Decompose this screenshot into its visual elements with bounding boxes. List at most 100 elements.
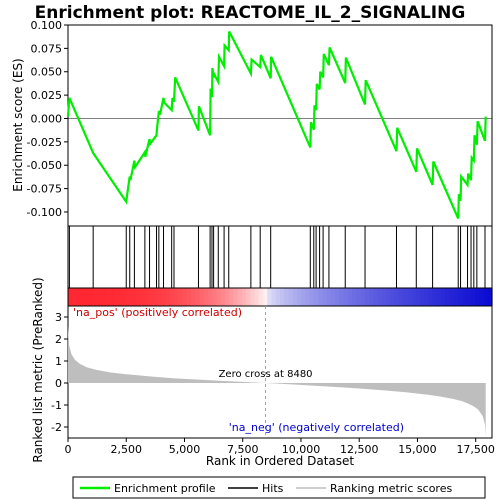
- metric-ytick-label: -2: [51, 421, 62, 434]
- colorbar-segment: [407, 288, 413, 306]
- rank-colorbar: [67, 287, 493, 307]
- colorbar-segment: [347, 288, 353, 306]
- x-axis-ticks: 0 2,500 5,000 7,500 10,000 12,500 15,000 17,500: [65, 438, 495, 456]
- colorbar-segment: [207, 288, 213, 306]
- colorbar-segment: [330, 288, 336, 306]
- colorbar-segment: [72, 288, 78, 306]
- metric-ytick-label: 1: [55, 355, 62, 368]
- metric-ytick-label: 0: [55, 377, 62, 390]
- colorbar-segment: [335, 288, 340, 306]
- colorbar-segment: [458, 288, 463, 306]
- xtick-label: 15,000: [398, 443, 437, 456]
- colorbar-segment: [118, 288, 124, 306]
- es-ytick-label: 0.100: [31, 19, 63, 32]
- colorbar-segment: [305, 288, 311, 306]
- colorbar-segment: [254, 288, 260, 306]
- colorbar-segment: [84, 288, 90, 306]
- colorbar-segment: [263, 288, 268, 306]
- xtick-label: 7,500: [227, 443, 259, 456]
- colorbar-segment: [76, 288, 82, 306]
- colorbar-segment: [292, 288, 298, 306]
- colorbar-segment: [68, 288, 73, 306]
- legend: Enrichment profile Hits Ranking metric s…: [72, 476, 486, 499]
- colorbar-segment: [250, 288, 256, 306]
- neg-correlated-label: 'na_neg' (negatively correlated): [229, 421, 404, 434]
- metric-ylabel: Ranked list metric (PreRanked): [31, 277, 45, 462]
- colorbar-segment: [402, 288, 408, 306]
- colorbar-segment: [381, 288, 387, 306]
- colorbar-segment: [453, 288, 459, 306]
- colorbar-segment: [233, 288, 239, 306]
- es-panel-frame: [67, 24, 493, 227]
- colorbar-segment: [436, 288, 442, 306]
- colorbar-segment: [89, 288, 95, 306]
- colorbar-segment: [199, 288, 205, 306]
- colorbar-segment: [487, 288, 493, 306]
- colorbar-segment: [373, 288, 379, 306]
- colorbar-segment: [296, 288, 302, 306]
- colorbar-segment: [140, 288, 145, 306]
- colorbar-segment: [182, 288, 188, 306]
- colorbar-segment: [313, 288, 319, 306]
- colorbar-segment: [411, 288, 417, 306]
- colorbar-segment: [483, 288, 489, 306]
- colorbar-segment: [475, 288, 480, 306]
- colorbar-segment: [318, 288, 323, 306]
- legend-frame: [72, 476, 486, 499]
- colorbar-segment: [110, 288, 116, 306]
- colorbar-segment: [271, 288, 277, 306]
- colorbar-segment: [97, 288, 103, 306]
- colorbar-segment: [322, 288, 328, 306]
- colorbar-segment: [229, 288, 234, 306]
- colorbar-segment: [224, 288, 230, 306]
- colorbar-segment: [161, 288, 167, 306]
- colorbar-segment: [127, 288, 133, 306]
- es-panel: 0.100 0.075 0.050 0.025 0.000 -0.025 -0.050 -0.…: [27, 19, 493, 227]
- legend-entry-metric: Ranking metric scores: [330, 482, 452, 495]
- legend-entry-hits: Hits: [262, 482, 284, 495]
- es-ytick-label: 0.075: [31, 42, 63, 55]
- colorbar-segment: [157, 288, 162, 306]
- colorbar-segment: [258, 288, 264, 306]
- colorbar-segment: [326, 288, 332, 306]
- metric-panel-frame: [67, 305, 493, 439]
- colorbar-segment: [237, 288, 243, 306]
- metric-yticks: 3 2 1 0 -1 -2: [51, 311, 68, 434]
- x-axis-label: Rank in Ordered Dataset: [206, 454, 354, 468]
- colorbar-segment: [131, 288, 137, 306]
- colorbar-segment: [267, 288, 273, 306]
- colorbar-segment: [441, 288, 446, 306]
- colorbar-segment: [93, 288, 99, 306]
- es-ytick-label: 0.000: [31, 112, 63, 125]
- colorbar-segment: [246, 288, 251, 306]
- colorbar-segment: [280, 288, 285, 306]
- colorbar-segment: [386, 288, 391, 306]
- colorbar-segment: [148, 288, 154, 306]
- colorbar-segment: [428, 288, 434, 306]
- colorbar-segment: [186, 288, 192, 306]
- xtick-label: 2,500: [110, 443, 142, 456]
- xtick-label: 5,000: [169, 443, 201, 456]
- metric-ytick-label: 3: [55, 311, 62, 324]
- colorbar-segment: [241, 288, 247, 306]
- hits-panel: [67, 225, 493, 289]
- colorbar-segment: [190, 288, 196, 306]
- colorbar-segment: [195, 288, 201, 306]
- colorbar-segment: [288, 288, 294, 306]
- colorbar-segment: [449, 288, 455, 306]
- xtick-label: 0: [65, 443, 72, 456]
- colorbar-segment: [152, 288, 158, 306]
- colorbar-segment: [339, 288, 345, 306]
- colorbar-segment: [360, 288, 366, 306]
- colorbar-segment: [466, 288, 472, 306]
- legend-entry-profile: Enrichment profile: [114, 482, 216, 495]
- colorbar-segment: [114, 288, 120, 306]
- es-ytick-label: -0.025: [27, 136, 62, 149]
- colorbar-segment: [144, 288, 150, 306]
- zero-cross-label: Zero cross at 8480: [219, 369, 313, 380]
- colorbar-segment: [203, 288, 209, 306]
- es-ytick-label: -0.100: [27, 206, 62, 219]
- colorbar-segment: [220, 288, 226, 306]
- colorbar-segment: [212, 288, 217, 306]
